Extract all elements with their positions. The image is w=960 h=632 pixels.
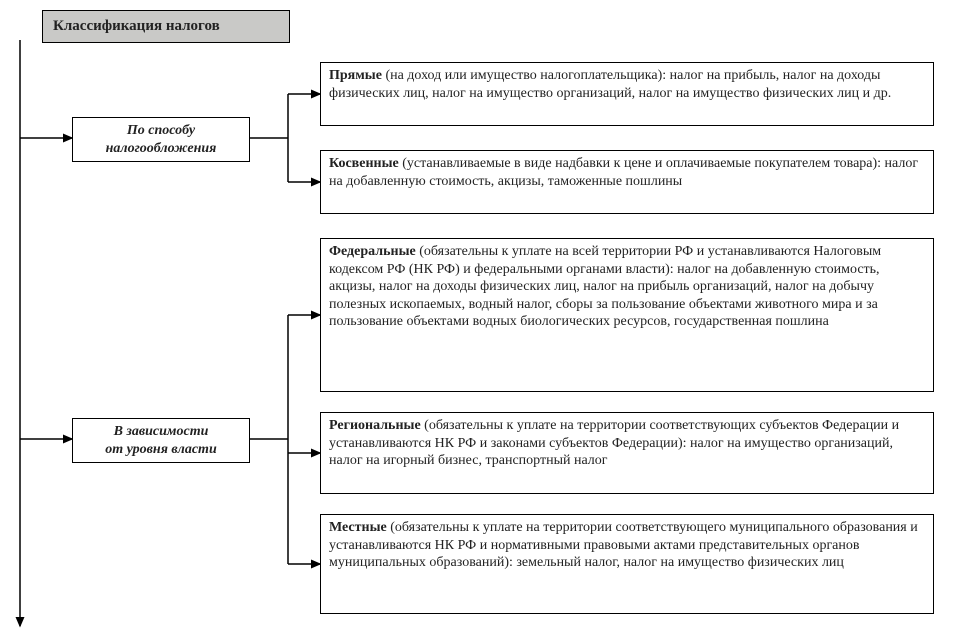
category-by-taxation-method: По способу налогообложения [72, 117, 250, 162]
category-label-line2: налогообложения [81, 140, 241, 158]
detail-text: (на доход или имущество налогоплательщик… [329, 68, 891, 101]
detail-text: (обязательны к уплате на территории соот… [329, 520, 918, 570]
detail-regional-taxes: Региональные (обязательны к уплате на те… [320, 412, 934, 494]
detail-indirect-taxes: Косвенные (устанавливаемые в виде надбав… [320, 150, 934, 214]
detail-text: (устанавливаемые в виде надбавки к цене … [329, 156, 918, 189]
diagram-title: Классификация налогов [42, 10, 290, 43]
detail-bold: Местные [329, 520, 387, 535]
category-label-line1: В зависимости [81, 423, 241, 441]
category-label-line1: По способу [81, 122, 241, 140]
detail-local-taxes: Местные (обязательны к уплате на террито… [320, 514, 934, 614]
detail-bold: Косвенные [329, 156, 399, 171]
category-by-authority-level: В зависимости от уровня власти [72, 418, 250, 463]
detail-bold: Региональные [329, 418, 421, 433]
detail-federal-taxes: Федеральные (обязательны к уплате на все… [320, 238, 934, 392]
detail-direct-taxes: Прямые (на доход или имущество налогопла… [320, 62, 934, 126]
detail-bold: Прямые [329, 68, 382, 83]
detail-bold: Федеральные [329, 244, 416, 259]
category-label-line2: от уровня власти [81, 441, 241, 459]
diagram-title-text: Классификация налогов [53, 18, 220, 34]
